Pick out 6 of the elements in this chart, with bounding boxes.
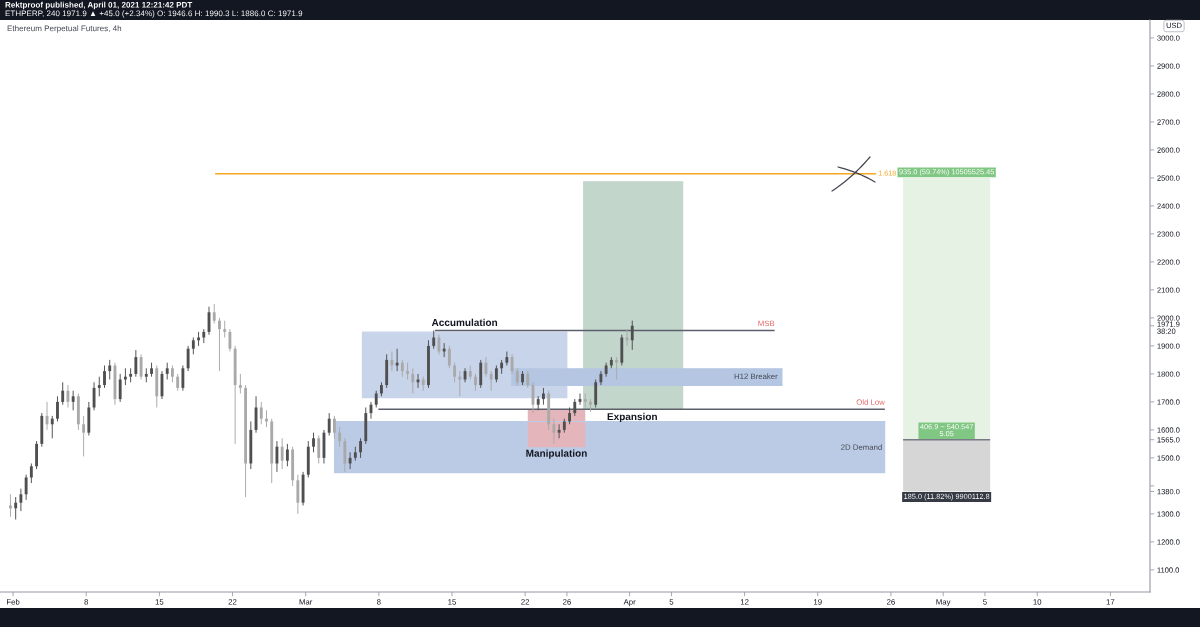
text: Rektproof published, April 01, 2021 12:21:42 PDT	[5, 1, 193, 10]
series-label: Manipulation	[526, 449, 587, 459]
series-label: Accumulation	[431, 318, 498, 327]
annotation: Expansion	[607, 412, 657, 423]
text: Ethereum Perpetual Futures, 4h	[7, 25, 122, 33]
text: ETHPERP, 240 1971.9 ▲ +45.0 (+2.34%) O: 1946.6 H: 1990.3 L: 1886.0 C: 1971.9	[5, 10, 303, 18]
